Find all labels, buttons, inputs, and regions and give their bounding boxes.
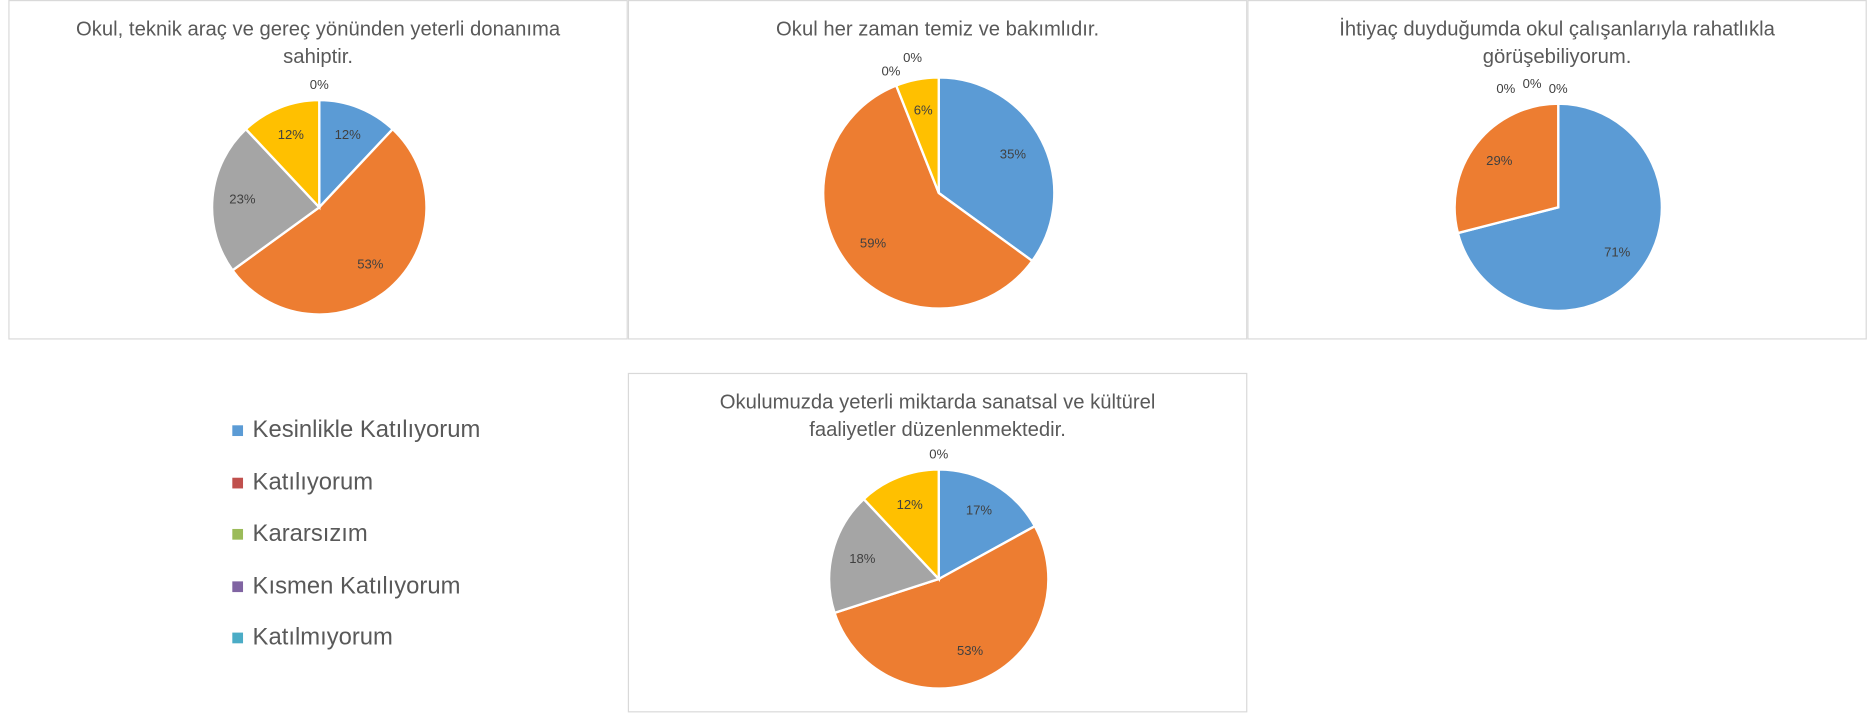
chart-panel: Okulumuzda yeterli miktarda sanatsal ve … [627,372,1248,713]
chart-title: İhtiyaç duyduğumda okul çalışanlarıyla r… [1339,17,1775,68]
legend-item: Kısmen Katılıyorum [232,561,480,613]
data-label: 29% [1486,153,1513,168]
data-label: 12% [278,127,305,142]
data-label: 23% [229,191,256,206]
data-label: 17% [966,503,993,518]
chart-title: Okul, teknik araç ve gereç yönünden yete… [76,17,561,68]
pie-slice [937,76,1056,263]
data-label: 53% [357,257,384,272]
data-label: 35% [1000,147,1027,162]
legend-label: Kısmen Katılıyorum [252,572,461,599]
data-label: 6% [914,103,933,118]
pie-chart: 12% 53% 23% 12% 0% [210,77,428,316]
legend: Kesinlikle Katılıyorum Katılıyorum Kararsı… [232,405,480,664]
chart-panel: Okul her zaman temiz ve bakımlıdır. 35% 59… [627,0,1248,340]
pie-chart: 35% 59% 0% 6% 0% [822,50,1056,310]
legend-label: Katılmıyorum [252,624,393,651]
pie-slice [1456,102,1664,313]
legend-item: Kararsızım [232,509,480,561]
chart-title: Okulumuzda yeterli miktarda sanatsal ve … [719,390,1156,441]
pie-slice [210,127,322,272]
data-label: 18% [849,551,876,566]
legend-label: Kesinlikle Katılıyorum [252,417,481,444]
pie-slice [827,497,941,615]
legend-label: Katılıyorum [252,469,374,496]
data-label: 71% [1604,244,1631,259]
data-label: 0% [881,64,900,79]
data-label: 12% [335,127,362,142]
data-label: 0% [1549,81,1568,96]
legend-swatch [232,632,244,644]
data-label: 0% [1496,81,1515,96]
data-label: 0% [310,77,329,92]
pie-slice [1453,102,1560,235]
legend-swatch [232,477,244,489]
chart-panel: İhtiyaç duyduğumda okul çalışanlarıyla r… [1247,0,1867,340]
pie-slice [822,84,1034,310]
data-label: 53% [957,643,984,658]
pie-chart: 71% 29% 0% 0% 0% [1453,76,1664,313]
pie-slice [318,98,395,211]
legend-item: Katılmıyorum [232,612,480,664]
chart-panel: Okul, teknik araç ve gereç yönünden yete… [8,0,628,340]
pie-chart: 17% 53% 18% 12% 0% [827,447,1050,690]
data-label: 0% [1523,76,1542,91]
pie-slice [894,76,940,194]
pie-slice [244,98,321,211]
pie-slice [937,468,1037,582]
legend-swatch [232,581,244,592]
legend-item: Katılıyorum [232,457,480,509]
data-label: 0% [929,447,948,462]
legend-label: Kararsızım [252,520,368,548]
legend-item: Kesinlikle Katılıyorum [232,405,480,457]
chart-title: Okul her zaman temiz ve bakımlıdır. [776,17,1100,41]
data-label: 12% [897,497,924,512]
legend-swatch [232,425,244,437]
data-label: 59% [860,235,887,250]
pie-slice [862,468,940,582]
data-label: 0% [903,50,922,65]
pie-slice [230,127,428,316]
pie-slice [833,524,1050,690]
legend-swatch [232,529,244,540]
